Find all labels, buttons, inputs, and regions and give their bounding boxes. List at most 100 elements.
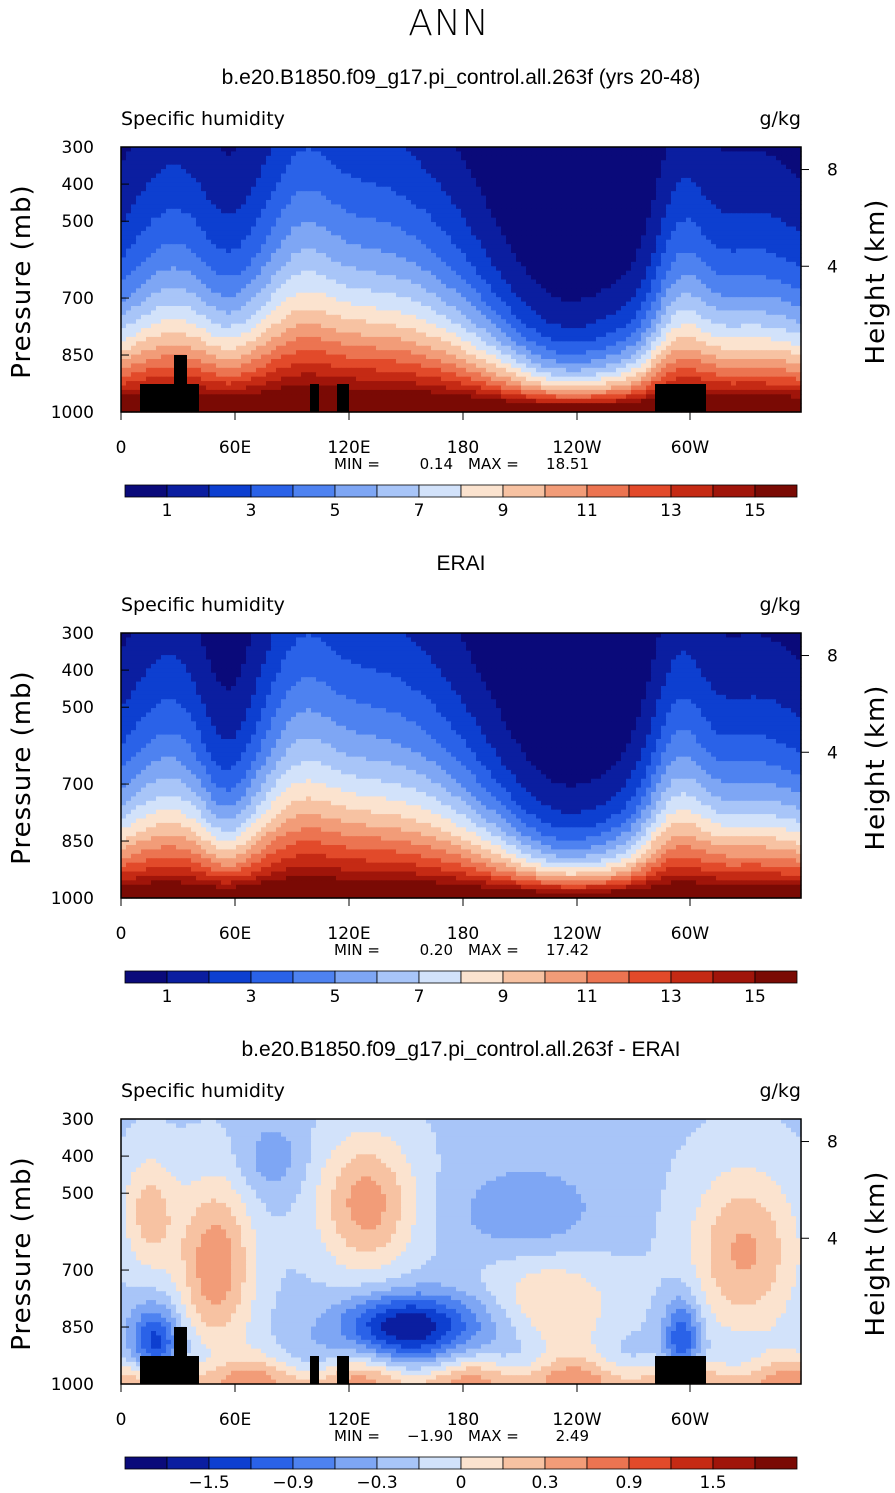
field-cell	[261, 147, 267, 152]
field-cell	[221, 306, 227, 311]
field-cell	[386, 262, 392, 267]
field-cell	[636, 169, 642, 174]
field-cell	[126, 204, 132, 209]
field-cell	[656, 200, 662, 205]
field-cell	[601, 169, 607, 174]
field-cell	[781, 240, 787, 245]
field-cell	[571, 169, 577, 174]
field-cell	[721, 284, 727, 289]
field-cell	[471, 293, 477, 298]
field-cell	[426, 253, 432, 258]
field-cell	[391, 235, 397, 240]
field-cell	[706, 196, 712, 201]
field-cell	[776, 288, 782, 293]
field-cell	[526, 169, 532, 174]
field-cell	[791, 182, 797, 187]
field-cell	[751, 174, 757, 179]
field-cell	[371, 284, 377, 289]
field-cell	[651, 213, 657, 218]
field-cell	[276, 271, 282, 276]
field-cell	[741, 266, 747, 271]
field-cell	[321, 244, 327, 249]
field-cell	[376, 280, 382, 285]
field-cell	[626, 196, 632, 201]
field-cell	[256, 169, 262, 174]
field-cell	[641, 271, 647, 276]
field-cell	[686, 240, 692, 245]
field-cell	[271, 147, 277, 152]
field-cell	[756, 200, 762, 205]
field-cell	[516, 302, 522, 307]
field-cell	[511, 262, 517, 267]
field-cell	[666, 218, 672, 223]
field-cell	[541, 160, 547, 165]
field-cell	[241, 240, 247, 245]
field-cell	[336, 262, 342, 267]
field-cell	[606, 147, 612, 152]
field-cell	[201, 196, 207, 201]
field-cell	[526, 165, 532, 170]
field-cell	[191, 284, 197, 289]
field-cell	[191, 293, 197, 298]
field-cell	[321, 169, 327, 174]
field-cell	[211, 249, 217, 254]
field-cell	[501, 235, 507, 240]
field-cell	[786, 222, 792, 227]
field-cell	[586, 169, 592, 174]
field-cell	[736, 240, 742, 245]
field-cell	[271, 169, 277, 174]
field-cell	[411, 196, 417, 201]
field-cell	[231, 249, 237, 254]
field-cell	[431, 182, 437, 187]
field-cell	[251, 196, 257, 201]
field-cell	[176, 240, 182, 245]
field-cell	[211, 280, 217, 285]
field-cell	[326, 235, 332, 240]
field-cell	[466, 235, 472, 240]
field-cell	[296, 266, 302, 271]
field-cell	[316, 240, 322, 245]
field-cell	[351, 165, 357, 170]
field-cell	[601, 262, 607, 267]
field-cell	[346, 174, 352, 179]
field-cell	[676, 288, 682, 293]
field-cell	[451, 151, 457, 156]
field-cell	[616, 249, 622, 254]
field-cell	[386, 200, 392, 205]
field-cell	[211, 151, 217, 156]
field-cell	[676, 182, 682, 187]
field-cell	[441, 235, 447, 240]
field-cell	[551, 174, 557, 179]
field-cell	[526, 240, 532, 245]
field-cell	[121, 160, 127, 165]
field-cell	[741, 182, 747, 187]
field-cell	[251, 156, 257, 161]
field-cell	[526, 257, 532, 262]
field-cell	[501, 218, 507, 223]
field-cell	[291, 275, 297, 280]
field-cell	[541, 200, 547, 205]
field-cell	[416, 204, 422, 209]
field-cell	[411, 174, 417, 179]
field-cell	[786, 257, 792, 262]
panel-title: b.e20.B1850.f09_g17.pi_control.all.263f …	[222, 66, 701, 89]
field-cell	[621, 191, 627, 196]
field-cell	[176, 204, 182, 209]
field-cell	[541, 302, 547, 307]
field-cell	[591, 160, 597, 165]
field-cell	[501, 209, 507, 214]
field-cell	[351, 204, 357, 209]
field-cell	[241, 200, 247, 205]
field-cell	[771, 235, 777, 240]
field-cell	[616, 200, 622, 205]
field-cell	[386, 178, 392, 183]
field-cell	[331, 297, 337, 302]
field-cell	[706, 209, 712, 214]
field-cell	[776, 302, 782, 307]
field-cell	[646, 244, 652, 249]
field-cell	[221, 288, 227, 293]
field-cell	[401, 147, 407, 152]
field-cell	[226, 227, 232, 232]
field-cell	[186, 213, 192, 218]
field-cell	[471, 187, 477, 192]
